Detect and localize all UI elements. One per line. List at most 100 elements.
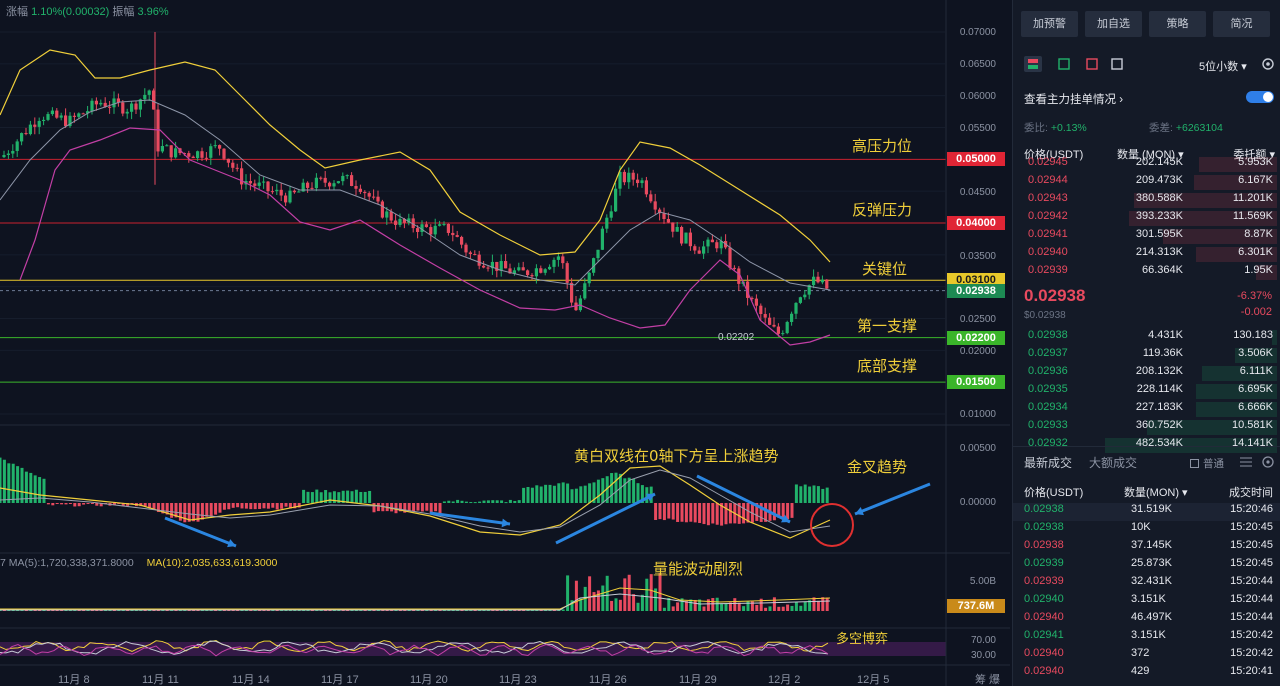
orderbook-row[interactable]: 0.02939 66.364K 1.95K	[1013, 264, 1280, 282]
ob-amount-header[interactable]: 委托额 ▾	[1233, 149, 1275, 161]
depth-bar	[1202, 366, 1277, 381]
macd-histogram-bar	[363, 491, 367, 503]
candle-body	[719, 241, 723, 249]
macd-histogram-bar	[236, 503, 240, 508]
candle-body	[737, 268, 741, 284]
normal-filter-checkbox[interactable]: 普通	[1190, 456, 1224, 471]
candle-body	[548, 266, 552, 270]
macd-histogram-bar	[350, 491, 354, 503]
candle-body	[94, 100, 98, 105]
trade-qty: 372	[1131, 647, 1150, 659]
orderbook-row[interactable]: 0.02934 227.183K 6.666K	[1013, 401, 1280, 419]
macd-histogram-bar	[447, 500, 451, 503]
strategy-button[interactable]: 策略	[1149, 11, 1206, 37]
macd-histogram-bar	[293, 503, 297, 509]
ob-qty: 209.473K	[1135, 174, 1183, 186]
orderbook-row[interactable]: 0.02941 301.595K 8.87K	[1013, 228, 1280, 246]
bollinger-upper-line	[0, 49, 831, 263]
volume-bar	[689, 599, 693, 611]
macd-histogram-bar	[781, 503, 785, 519]
orderbook-row[interactable]: 0.02942 393.233K 11.569K	[1013, 210, 1280, 228]
trade-price: 0.02938	[1024, 503, 1064, 515]
tr-qty-header[interactable]: 数量(MON) ▾	[1124, 487, 1188, 499]
view-bids-icon[interactable]	[1055, 56, 1073, 72]
depth-bar	[1105, 438, 1277, 453]
chart-area[interactable]: 涨幅 1.10%(0.00032) 振幅 3.96% 0.07000 0.0650…	[0, 0, 1010, 686]
overview-button[interactable]: 简况	[1213, 11, 1270, 37]
trade-row: 0.02940 46.497K 15:20:44	[1013, 611, 1280, 629]
trade-qty: 31.519K	[1131, 503, 1172, 515]
osc-axis-label: 30.00	[970, 650, 996, 661]
macd-histogram-bar	[456, 499, 460, 503]
candle-body	[59, 115, 63, 118]
volume-bar	[816, 600, 820, 611]
volume-bar	[605, 575, 609, 611]
macd-histogram-bar	[262, 503, 266, 509]
orderbook-row[interactable]: 0.02937 119.36K 3.506K	[1013, 347, 1280, 365]
candle-body	[169, 145, 173, 158]
candle-body	[204, 157, 208, 159]
macd-histogram-bar	[728, 503, 732, 524]
orderbook-row[interactable]: 0.02945 202.145K 5.953K	[1013, 156, 1280, 174]
candle-body	[732, 267, 736, 269]
volume-bar	[636, 602, 640, 611]
add-watchlist-button[interactable]: 加自选	[1085, 11, 1142, 37]
macd-histogram-bar	[7, 463, 11, 503]
volume-bar	[764, 607, 768, 611]
view-both-icon[interactable]	[1024, 56, 1042, 72]
view-asks-icon[interactable]	[1083, 56, 1101, 72]
macd-histogram-bar	[187, 503, 191, 522]
ob-qty: 208.132K	[1135, 365, 1183, 377]
volume-bar	[684, 601, 688, 611]
trade-qty: 46.497K	[1131, 611, 1172, 623]
macd-histogram-bar	[324, 490, 328, 503]
candlestick-chart[interactable]	[0, 0, 1010, 686]
layout-icon[interactable]	[1239, 456, 1253, 468]
macd-histogram-bar	[165, 503, 169, 515]
decimal-selector[interactable]: 5位小数 ▾	[1199, 58, 1247, 74]
macd-histogram-bar	[112, 503, 116, 505]
candle-body	[627, 172, 631, 183]
macd-histogram-bar	[416, 503, 420, 511]
macd-histogram-bar	[170, 503, 174, 518]
candle-body	[345, 175, 349, 177]
mainforce-toggle[interactable]	[1246, 91, 1274, 103]
orderbook-row[interactable]: 0.02940 214.313K 6.301K	[1013, 246, 1280, 264]
tab-large-trades[interactable]: 大额成交	[1089, 456, 1138, 470]
orderbook-row[interactable]: 0.02935 228.114K 6.695K	[1013, 383, 1280, 401]
view-trades-icon[interactable]	[1108, 56, 1126, 72]
orderbook-row[interactable]: 0.02933 360.752K 10.581K	[1013, 419, 1280, 437]
settings-icon[interactable]	[1259, 56, 1277, 72]
mainforce-link[interactable]: 查看主力挂单情况 ›	[1024, 91, 1123, 107]
axis-footer-label: 筹 爆	[975, 674, 1001, 686]
ob-qty-header[interactable]: 数量 (MON) ▾	[1117, 149, 1184, 161]
candle-body	[543, 269, 547, 273]
gear-icon[interactable]	[1261, 455, 1275, 469]
last-price-usd: $0.02938	[1024, 310, 1066, 321]
candle-body	[147, 90, 151, 95]
candle-body	[807, 285, 811, 295]
macd-histogram-bar	[772, 503, 776, 521]
orderbook-row[interactable]: 0.02936 208.132K 6.111K	[1013, 365, 1280, 383]
candle-body	[768, 317, 772, 325]
candle-body	[684, 232, 688, 244]
orderbook-row[interactable]: 0.02944 209.473K 6.167K	[1013, 174, 1280, 192]
macd-histogram-bar	[214, 503, 218, 515]
candle-body	[130, 103, 134, 112]
volume-bar	[588, 576, 592, 611]
volume-bar	[790, 605, 794, 611]
candle-body	[794, 302, 798, 314]
volume-bar	[750, 601, 754, 611]
orderbook-row[interactable]: 0.02943 380.588K 11.201K	[1013, 192, 1280, 210]
candle-body	[314, 177, 318, 189]
macd-histogram-bar	[332, 491, 336, 503]
volume-bar	[601, 585, 605, 611]
orderbook-row[interactable]: 0.02938 4.431K 130.183	[1013, 329, 1280, 347]
volume-bar	[768, 606, 772, 611]
add-alert-button[interactable]: 加预警	[1021, 11, 1078, 37]
price-axis-label: 0.04500	[959, 187, 996, 198]
candle-body	[37, 120, 41, 127]
tab-latest-trades[interactable]: 最新成交	[1024, 456, 1073, 470]
volume-bar	[680, 598, 684, 611]
volume-ma10-line	[0, 587, 831, 610]
